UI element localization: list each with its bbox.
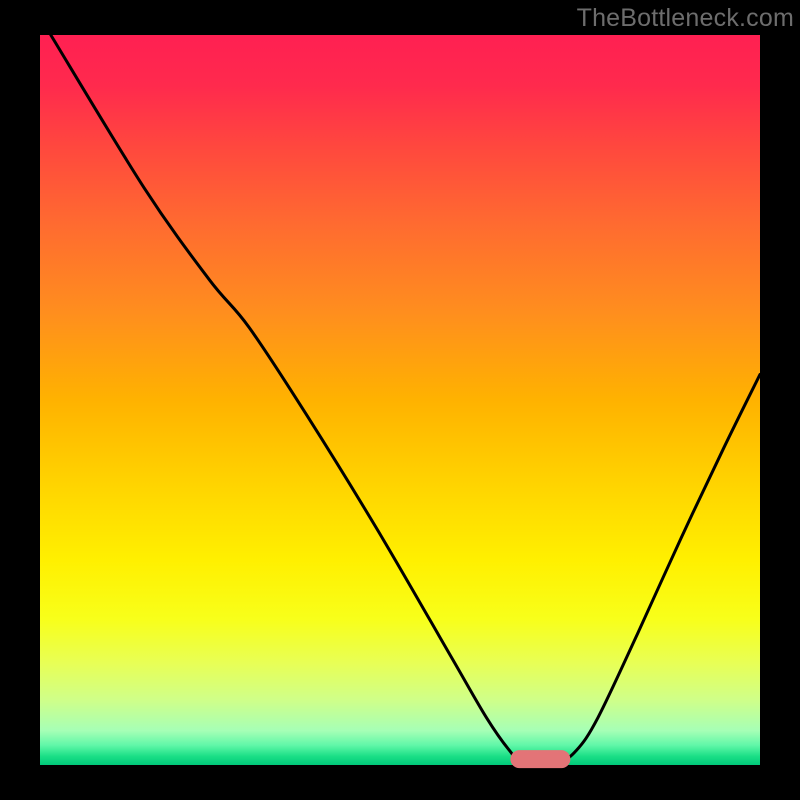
watermark-text: TheBottleneck.com bbox=[577, 4, 794, 33]
optimal-marker bbox=[510, 750, 570, 768]
gradient-background bbox=[40, 35, 760, 765]
chart-frame: TheBottleneck.com bbox=[0, 0, 800, 800]
bottleneck-curve-chart bbox=[0, 0, 800, 800]
